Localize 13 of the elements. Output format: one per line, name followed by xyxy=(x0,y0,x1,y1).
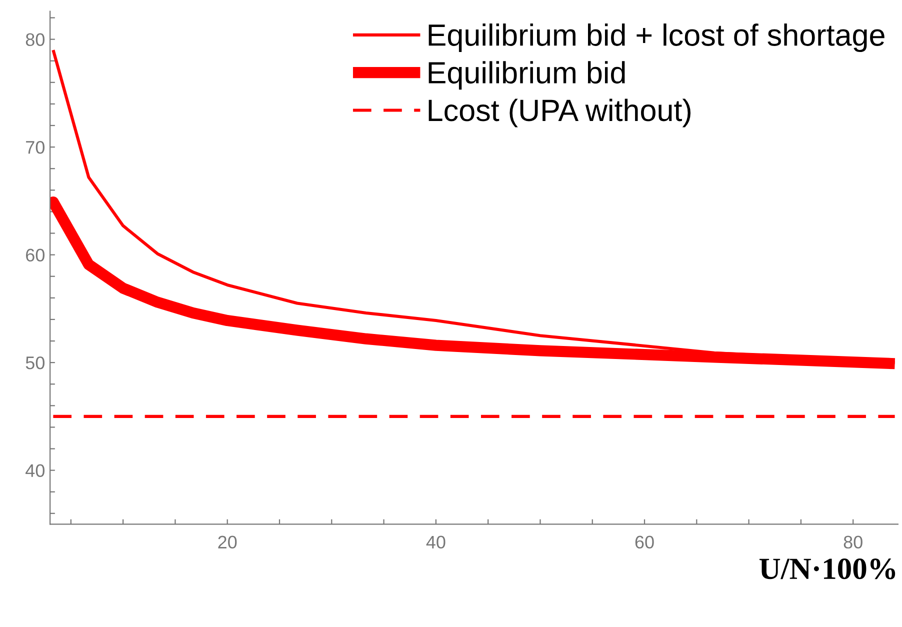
x-axis-title: U/N·100% xyxy=(760,558,896,580)
x-tick-label: 20 xyxy=(218,536,237,549)
legend-label: Equilibrium bid xyxy=(428,61,625,90)
x-tick-label: 60 xyxy=(635,536,654,549)
x-tick-label: 40 xyxy=(426,536,446,549)
y-tick-label: 70 xyxy=(26,140,44,154)
x-tick-label: 80 xyxy=(844,536,862,549)
legend-label: Equilibrium bid + lcost of shortage xyxy=(428,24,884,52)
y-tick-label: 80 xyxy=(26,33,44,46)
y-tick-label: 60 xyxy=(26,248,44,262)
legend-label: Lcost (UPA without) xyxy=(428,98,690,128)
y-tick-label: 50 xyxy=(26,356,44,370)
y-tick-label: 40 xyxy=(26,464,44,478)
